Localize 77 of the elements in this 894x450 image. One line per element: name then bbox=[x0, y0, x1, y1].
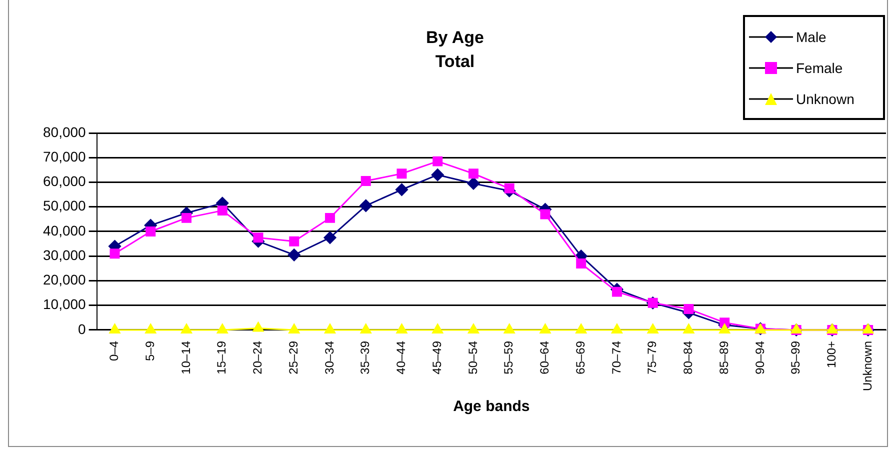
y-tick-label: 70,000 bbox=[42, 148, 86, 164]
x-tick-label: 0–4 bbox=[107, 340, 122, 362]
point bbox=[288, 248, 300, 262]
point bbox=[468, 168, 478, 179]
point bbox=[467, 177, 480, 190]
point bbox=[146, 226, 156, 236]
x-tick-label: 90–94 bbox=[752, 340, 767, 374]
x-tick-label: 55–59 bbox=[502, 340, 516, 374]
y-tick-label: 10,000 bbox=[42, 296, 86, 312]
point bbox=[432, 324, 444, 334]
point bbox=[504, 183, 514, 194]
point bbox=[612, 286, 622, 297]
point bbox=[360, 199, 372, 212]
point bbox=[576, 324, 587, 334]
point bbox=[217, 206, 228, 216]
y-tick-label: 60,000 bbox=[42, 173, 86, 190]
point bbox=[395, 183, 408, 196]
point bbox=[540, 324, 551, 334]
point bbox=[180, 324, 192, 334]
point bbox=[109, 324, 120, 334]
legend-label: Female bbox=[796, 60, 843, 76]
chart-title: By Age bbox=[425, 27, 485, 49]
x-tick-label: 60–64 bbox=[538, 340, 552, 374]
legend-label: Male bbox=[796, 28, 826, 44]
x-tick-label: 95–99 bbox=[788, 340, 803, 374]
x-tick-label: Unknown bbox=[860, 340, 874, 392]
x-tick-label: 65–69 bbox=[573, 340, 588, 374]
point bbox=[611, 324, 622, 334]
y-tick-label: 50,000 bbox=[42, 198, 86, 214]
x-tick-label: 80–84 bbox=[681, 340, 696, 374]
x-tick-label: 10–14 bbox=[178, 340, 193, 374]
x-tick-label: 85–89 bbox=[716, 340, 731, 374]
x-tick-label: 75–79 bbox=[645, 340, 660, 374]
point bbox=[324, 324, 336, 334]
point bbox=[360, 176, 371, 186]
point bbox=[540, 209, 550, 220]
chart-subtitle: Total bbox=[434, 51, 476, 73]
point bbox=[576, 258, 586, 268]
point bbox=[683, 324, 694, 334]
point bbox=[396, 168, 407, 179]
point bbox=[468, 324, 479, 334]
point bbox=[110, 248, 120, 259]
point bbox=[504, 324, 515, 334]
point bbox=[647, 324, 658, 334]
x-tick-label: 15–19 bbox=[214, 340, 229, 374]
point bbox=[431, 168, 444, 182]
x-tick-label: 100+ bbox=[824, 340, 839, 368]
point bbox=[360, 324, 372, 334]
x-tick-label: 5–9 bbox=[142, 340, 157, 362]
x-tick-label: 30–34 bbox=[322, 340, 336, 374]
y-tick-label: 20,000 bbox=[42, 272, 86, 288]
legend-label: Unknown bbox=[796, 90, 854, 106]
y-tick-label: 80,000 bbox=[42, 124, 86, 140]
point bbox=[719, 324, 730, 334]
y-tick-label: 30,000 bbox=[42, 246, 86, 263]
x-axis-title: Age bands bbox=[453, 398, 530, 416]
x-tick-label: 20–24 bbox=[250, 340, 265, 374]
point bbox=[289, 236, 300, 246]
point bbox=[253, 232, 264, 243]
point bbox=[145, 324, 156, 334]
point bbox=[324, 212, 335, 223]
point bbox=[396, 324, 408, 334]
y-tick-label: 40,000 bbox=[42, 222, 86, 238]
y-tick-label: 0 bbox=[78, 320, 86, 337]
point bbox=[324, 231, 336, 244]
x-tick-label: 50–54 bbox=[466, 340, 480, 374]
point bbox=[684, 304, 694, 314]
x-tick-label: 25–29 bbox=[286, 340, 300, 374]
point bbox=[216, 324, 228, 334]
x-tick-label: 40–44 bbox=[394, 340, 408, 374]
point bbox=[182, 212, 192, 223]
point bbox=[252, 322, 264, 332]
x-tick-label: 35–39 bbox=[358, 340, 372, 374]
point bbox=[432, 156, 443, 166]
point bbox=[288, 324, 300, 334]
x-tick-label: 45–49 bbox=[430, 340, 444, 374]
x-tick-label: 70–74 bbox=[609, 340, 624, 374]
